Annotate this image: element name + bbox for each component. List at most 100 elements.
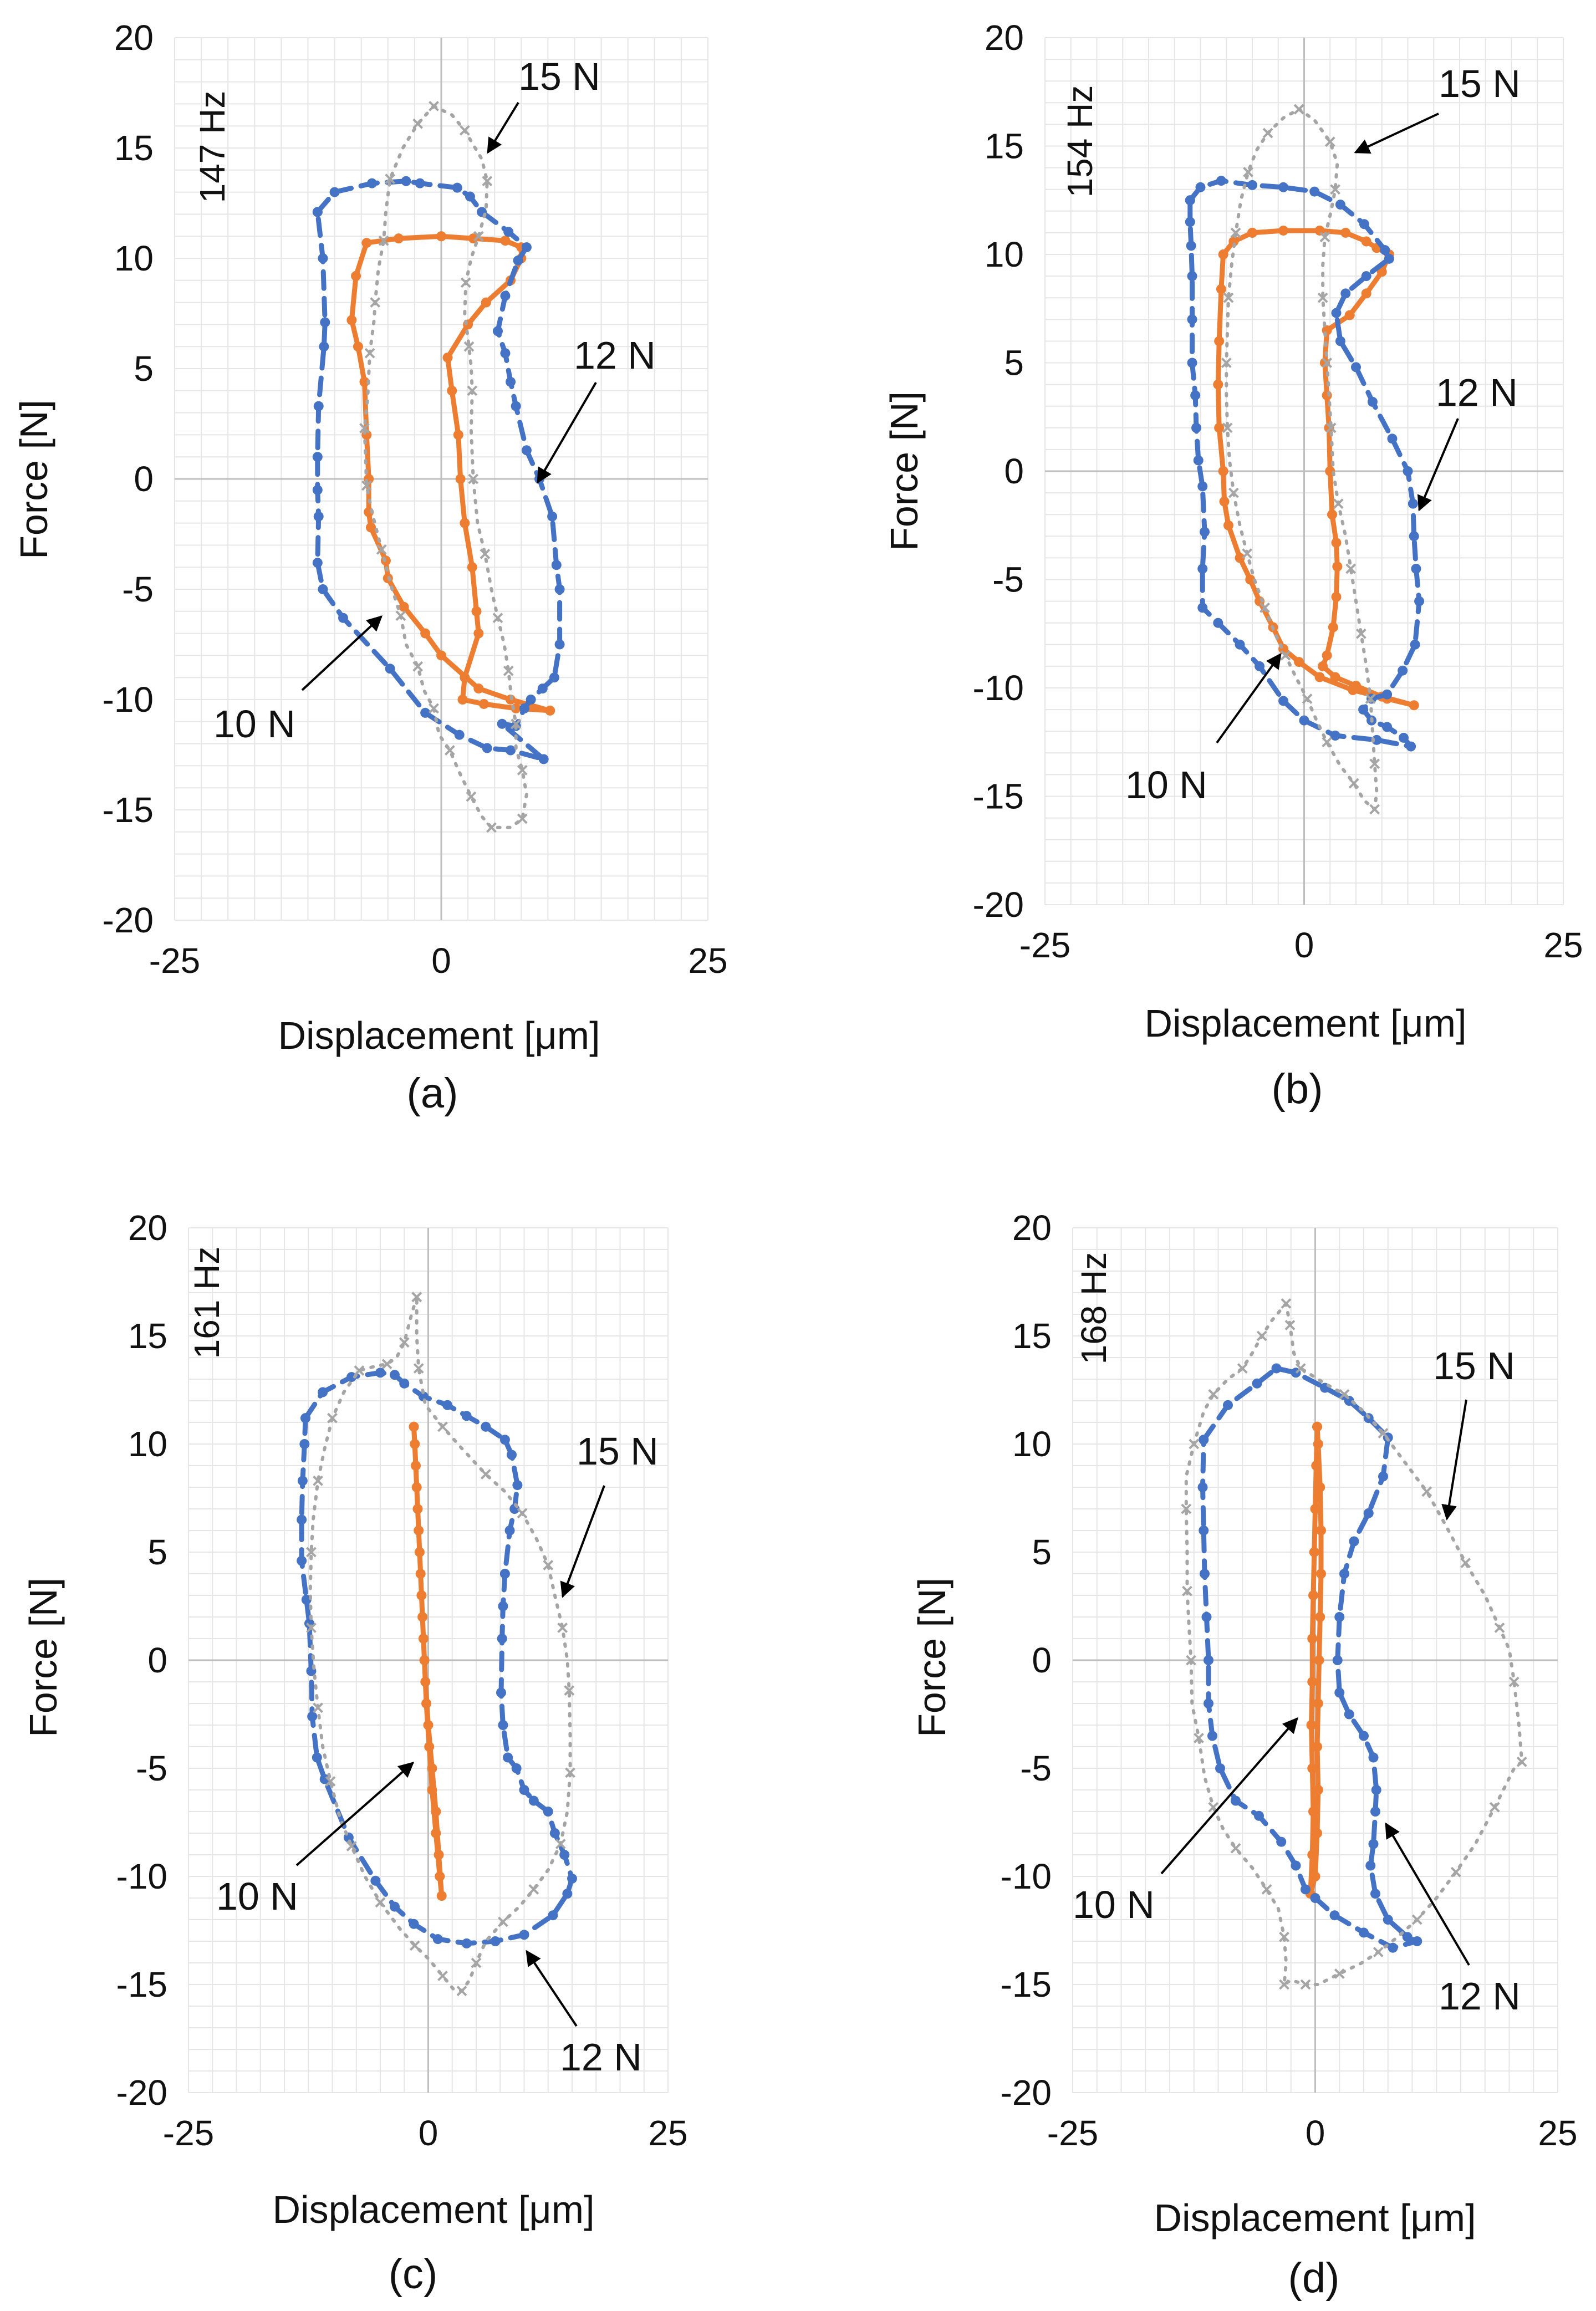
- panel-c-series-15-n-point: [313, 1475, 323, 1486]
- panel-b-series-12-n-point: [1399, 732, 1409, 743]
- panel-a-caption: (a): [407, 1070, 458, 1117]
- panel-b-series-10-n-point: [1318, 661, 1328, 671]
- panel-a-series-12-n-point: [482, 743, 492, 753]
- panel-c-series-12-n-point: [461, 1938, 472, 1948]
- panel-c-series-12-n-point: [297, 1476, 308, 1486]
- panel-a-series-10-n-point: [394, 233, 404, 244]
- panel-c-series-12-n-point: [370, 1875, 381, 1886]
- panel-d-series-15-n-point: [1181, 1503, 1192, 1514]
- panel-c-ytick-label: -10: [116, 1856, 168, 1896]
- panel-c-xtick-label: 25: [648, 2113, 687, 2153]
- panel-b-series-12-n-point: [1278, 696, 1289, 706]
- panel-d-series-10-n-point: [1313, 1439, 1323, 1449]
- panel-c-series-12-n-point: [498, 1720, 508, 1730]
- panel-a-series-15-n-point: [385, 174, 396, 185]
- annotation-12N-label: 12 N: [560, 2035, 642, 2079]
- panel-d-series-15-n-point: [1334, 1968, 1345, 1979]
- panel-b-series-10-n-point: [1245, 574, 1256, 585]
- panel-d-series-12-n-point: [1276, 1836, 1287, 1847]
- panel-b-series-12-n-point: [1387, 433, 1398, 444]
- panel-a-series-12-n-line: [315, 178, 563, 762]
- panel-b-series-12-n-point: [1255, 661, 1265, 671]
- panel-b-series-12-n-point: [1197, 563, 1208, 574]
- panel-c-series-12-n-point: [528, 1795, 539, 1806]
- panel-c-series-15-n-point: [381, 1359, 392, 1370]
- panel-d-ytick-label: 5: [1032, 1532, 1052, 1572]
- panel-a-series-15-n-point: [460, 277, 471, 288]
- panel-a-annotations: 15 N 12 N 10 N: [213, 55, 656, 746]
- panel-a-ytick-label: -10: [103, 680, 154, 720]
- panel-b-series-12-n-point: [1199, 527, 1210, 537]
- panel-d-series-15-n-point: [1194, 1732, 1204, 1743]
- panel-a-series-10-n-point: [468, 233, 478, 244]
- panel-a-series-10-n-point: [460, 672, 470, 683]
- panel-b-ytick-label: -10: [973, 668, 1024, 708]
- panel-c-series-10-n-point: [431, 1807, 441, 1817]
- panel-a-series-10-n-point: [351, 271, 361, 281]
- panel-d-series-10-n-point: [1311, 1461, 1322, 1471]
- panel-a-series-10-n-point: [473, 628, 484, 639]
- panel-a-series-12-n-point: [519, 703, 530, 713]
- panel-d-series-12-n-point: [1207, 1731, 1217, 1741]
- panel-c-series-12-n-point: [549, 1828, 560, 1838]
- panel-c-series-15-n-point: [327, 1412, 338, 1424]
- panel-a-series-15-n-point: [376, 544, 387, 555]
- annotation-10N-label: 10 N: [1125, 763, 1207, 807]
- panel-c-ytick-label: 0: [147, 1640, 167, 1680]
- panel-d-series-12-n-point: [1402, 1932, 1413, 1942]
- panel-a-xlabel: Displacement [μm]: [278, 1014, 600, 1057]
- panel-a-series-15-n-point: [482, 176, 493, 187]
- panel-a-series-10-n-point: [353, 341, 363, 352]
- panel-a-series-12-n-point: [318, 584, 328, 594]
- panel-a-series-15-n-point: [473, 231, 484, 242]
- panel-b-series-12-n-point: [1335, 200, 1345, 210]
- panel-c-series-12-n-point: [399, 1378, 410, 1389]
- annotation-15N-arrow: [487, 101, 519, 154]
- panel-c-series-10-n-point: [435, 1871, 445, 1881]
- panel-b-series-12-n-point: [1195, 182, 1206, 192]
- panel-c-ytick-label: 5: [147, 1532, 167, 1572]
- panel-b-annotations: 15 N 12 N 10 N: [1125, 62, 1521, 807]
- panel-d-series-15-n-point: [1237, 1363, 1248, 1374]
- panel-c-series-12-n-point: [562, 1889, 573, 1899]
- panel-d-series-15-n-point: [1489, 1802, 1500, 1813]
- panel-a-series-12-n-point: [420, 707, 431, 718]
- panel-a-series-12-n-point: [401, 176, 411, 186]
- panel-a-series-15-n-point: [467, 385, 478, 396]
- panel-a-series-15-n-point: [429, 703, 439, 714]
- panel-b-series-10-n-point: [1213, 379, 1223, 390]
- panel-b-series-15-n-point: [1222, 422, 1233, 433]
- panel-c-xlabel: Displacement [μm]: [272, 2188, 594, 2231]
- panel-d-series-15-n-point: [1279, 1979, 1289, 1990]
- panel-b-ytick-label: 5: [1004, 343, 1024, 383]
- panel-b-series-12-n-point: [1351, 362, 1361, 373]
- annotation-15N-arrow: [1354, 113, 1439, 154]
- panel-c-series-12-n-point: [318, 1387, 328, 1397]
- panel-c-series-12-n-point: [461, 1411, 472, 1421]
- annotation-10N-label: 10 N: [213, 702, 295, 746]
- annotation-15N-arrow: [1441, 1399, 1467, 1521]
- panel-a-series-12-n-point: [526, 695, 536, 705]
- panel-b: -20 -15 -10 -5 0 5 10 15 20 -25 0 25 154 Hz Force …: [883, 18, 1583, 1113]
- panel-c-series-12-n-point: [307, 1711, 318, 1722]
- panel-c-series-12-n-point: [389, 1370, 400, 1380]
- panel-d-series-12-n-point: [1271, 1363, 1282, 1374]
- panel-c-series-12-n-point: [375, 1368, 385, 1378]
- panel-d-series-12-n-point: [1334, 1687, 1345, 1698]
- panel-b-series-10-n-point: [1331, 538, 1342, 548]
- panel-a-series-15-n-point: [486, 822, 497, 833]
- panel-b-series-10-n-point: [1327, 509, 1337, 520]
- panel-d-series-15-n-point: [1281, 1298, 1292, 1309]
- panel-a-series-12-n-point: [551, 560, 562, 570]
- panel-b-series-10-n-point: [1361, 236, 1371, 247]
- panel-d-series-15-n-line: [1184, 1302, 1524, 1986]
- panel-c-series-10-n-point: [419, 1655, 430, 1665]
- panel-a-series-12-n-point: [513, 255, 523, 266]
- panel-a-series-12-n-point: [549, 672, 559, 683]
- panel-a-series-12-n-point: [465, 191, 475, 202]
- panel-d-series-12-n-point: [1291, 1860, 1301, 1871]
- panel-b-series-15-n-point: [1365, 693, 1376, 704]
- panel-d-series-12-n-point: [1223, 1400, 1233, 1410]
- panel-b-series-15-n-point: [1369, 758, 1380, 769]
